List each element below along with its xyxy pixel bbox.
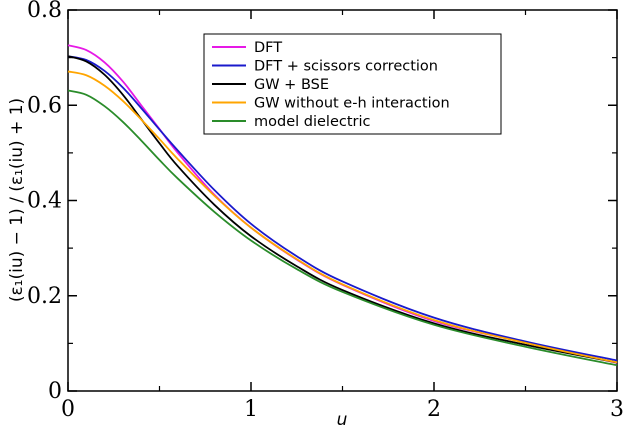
series-line	[67, 55, 618, 364]
legend-label: GW without e-h interaction	[254, 96, 450, 112]
x-tick-label: 2	[427, 397, 441, 422]
series-line	[67, 70, 618, 364]
x-tick-label: 1	[244, 397, 258, 422]
series-line	[67, 55, 618, 362]
legend-box	[203, 33, 502, 135]
x-tick-label: 3	[610, 397, 623, 422]
y-tick-label: 0.4	[27, 189, 62, 214]
series-line	[67, 89, 618, 367]
legend: DFT DFT + scissors correction GW + BSE GW w…	[203, 33, 502, 135]
x-axis-label: u	[337, 410, 348, 429]
axis-ticks: 0 1 2 3 0 0.2 0.4 0.6 0.8	[27, 0, 623, 422]
series-lines	[67, 44, 618, 367]
y-axis-label: (ε₁(iu) − 1) / (ε₁(iu) + 1)	[7, 98, 27, 302]
legend-label: GW + BSE	[254, 77, 329, 93]
y-tick-label: 0.6	[27, 93, 62, 118]
legend-label: DFT + scissors correction	[254, 59, 438, 75]
legend-label: DFT	[254, 40, 282, 56]
x-tick-label: 0	[61, 397, 75, 422]
y-tick-label: 0	[48, 379, 62, 404]
y-tick-label: 0.2	[27, 284, 62, 309]
y-tick-label: 0.8	[27, 0, 62, 23]
legend-label: model dielectric	[254, 114, 371, 130]
